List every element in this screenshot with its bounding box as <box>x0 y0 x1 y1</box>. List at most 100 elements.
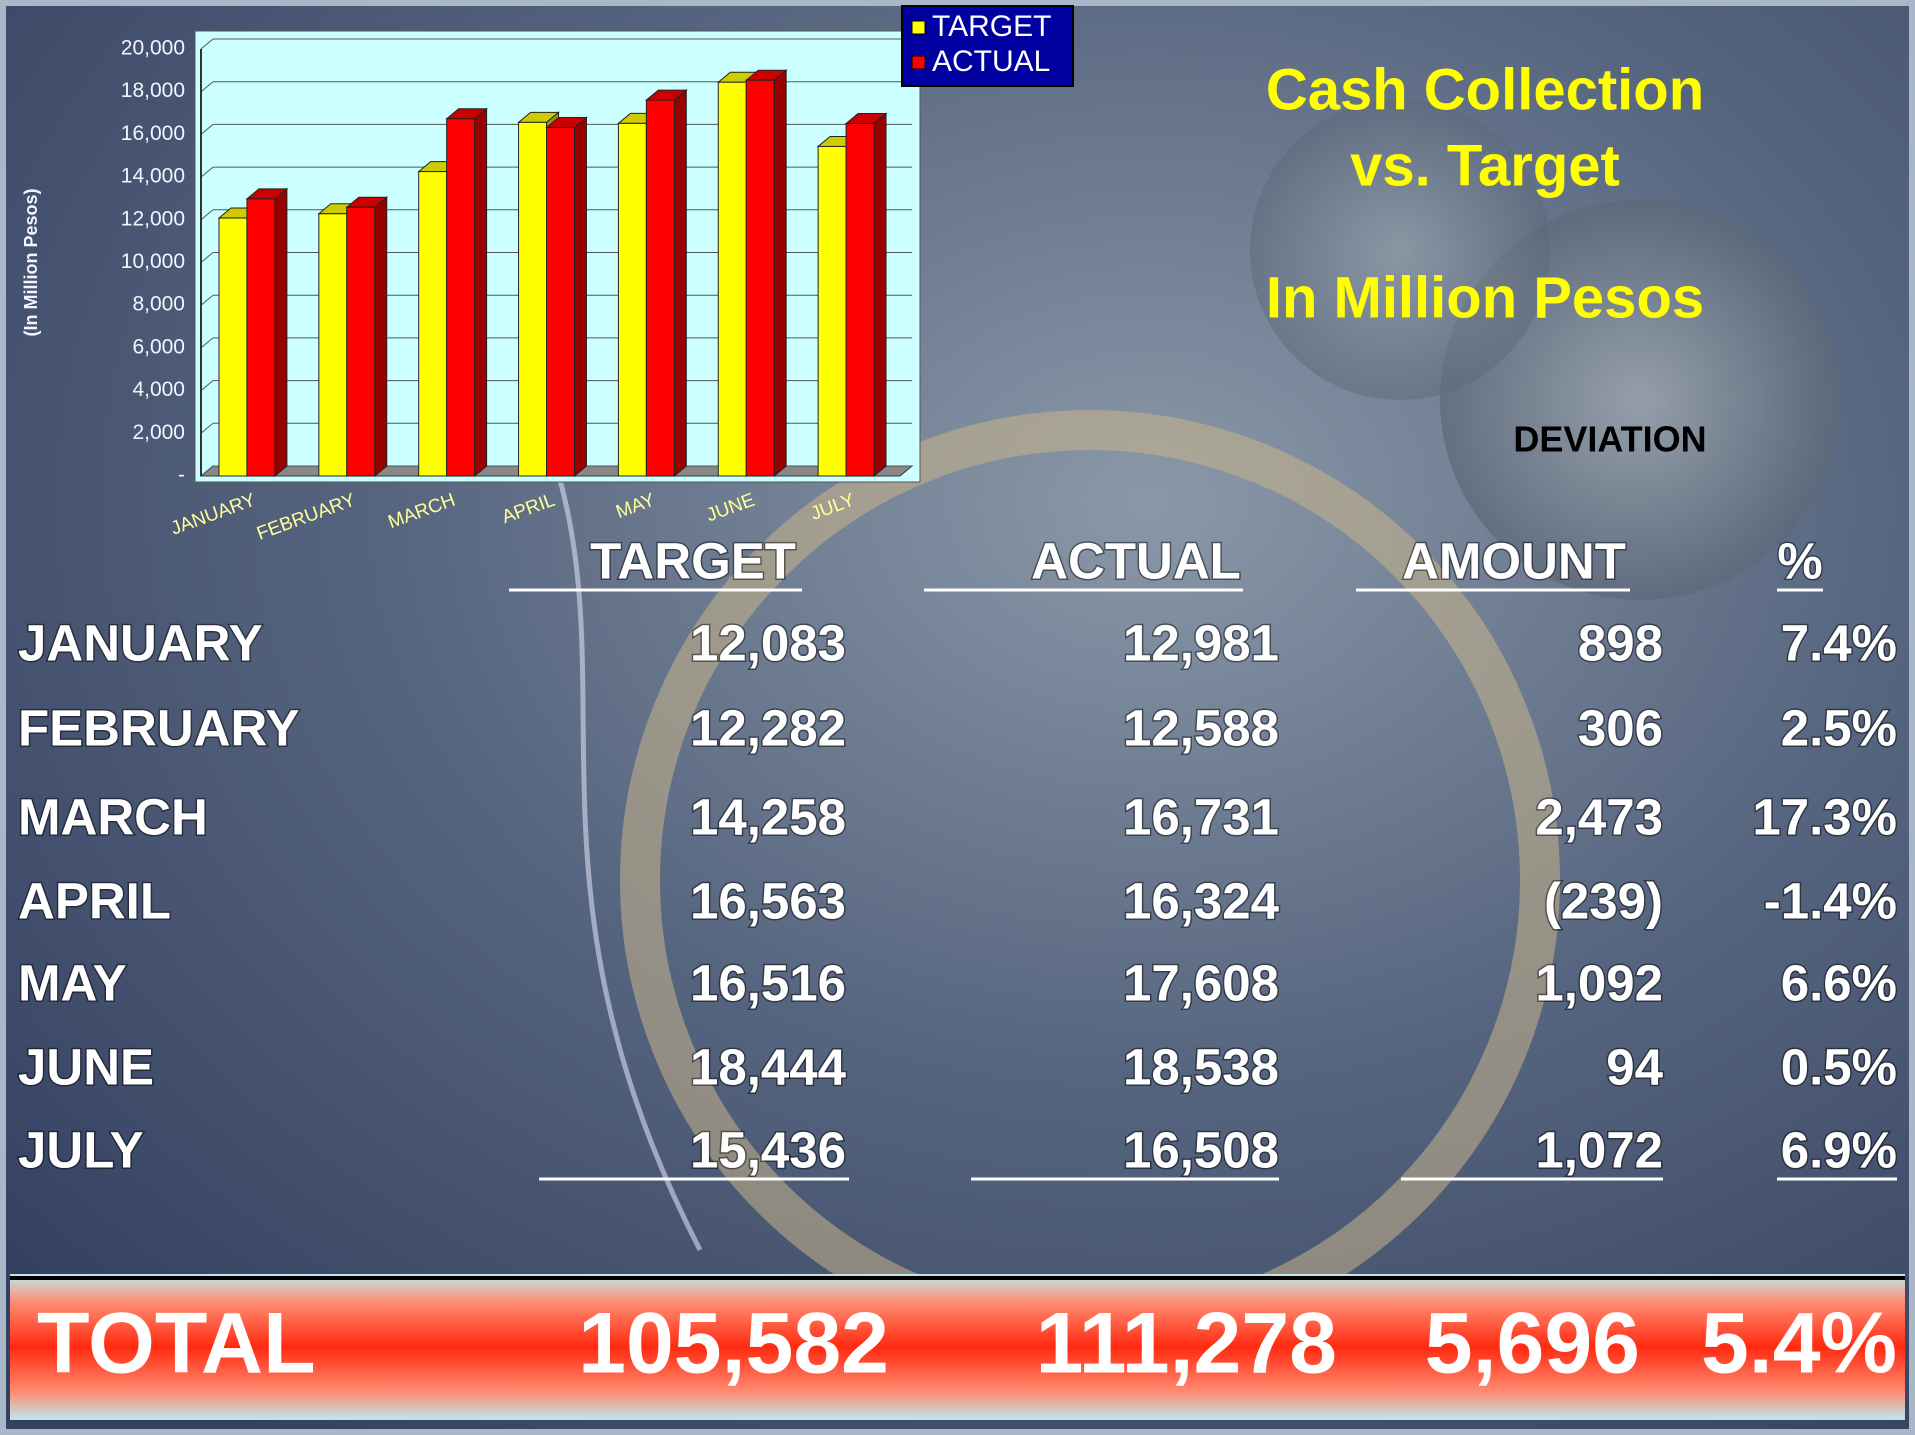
grid-line-side <box>200 294 214 306</box>
legend-box <box>901 5 1074 87</box>
slide-title: Cash Collection <box>1266 57 1704 122</box>
total-cell: 111,278 <box>1036 1296 1337 1392</box>
column-header: AMOUNT <box>1402 532 1626 589</box>
cell: 6.9% <box>1781 1121 1897 1178</box>
bar-front <box>218 217 248 477</box>
cell: 7.4% <box>1781 614 1897 671</box>
bar-front <box>518 121 548 477</box>
bar-side <box>573 116 587 478</box>
row-label: FEBRUARY <box>18 699 299 756</box>
bar <box>744 69 788 478</box>
legend-label: ACTUAL <box>932 45 1050 78</box>
legend-swatch <box>911 55 926 70</box>
cell: 6.6% <box>1781 954 1897 1011</box>
grid-line-side <box>200 166 214 178</box>
cell: 16,508 <box>1123 1121 1279 1178</box>
bar-front <box>645 99 675 477</box>
cell: 17,608 <box>1123 954 1279 1011</box>
grid-line-side <box>200 465 214 477</box>
grid-line-side <box>200 38 214 50</box>
legend-swatch <box>911 20 926 35</box>
y-tick-label: 4,000 <box>132 378 185 401</box>
cell: 12,282 <box>690 699 846 756</box>
bar <box>545 116 588 478</box>
row-label: JANUARY <box>18 614 263 671</box>
cell: 18,538 <box>1123 1038 1279 1095</box>
column-header: ACTUAL <box>1031 532 1241 589</box>
bar-side <box>673 89 687 478</box>
bar-front <box>817 145 847 477</box>
bar-front <box>346 206 376 477</box>
cell: 2.5% <box>1781 699 1897 756</box>
y-tick-label: - <box>178 464 185 487</box>
y-tick-label: 6,000 <box>132 335 185 358</box>
row-label: JULY <box>18 1121 144 1178</box>
cell: 15,436 <box>690 1121 846 1178</box>
y-tick-label: 20,000 <box>121 37 185 60</box>
cell: 898 <box>1578 614 1663 671</box>
cell: 16,516 <box>690 954 846 1011</box>
bar-side <box>773 69 787 478</box>
bar <box>844 112 888 478</box>
cell: 94 <box>1606 1038 1663 1095</box>
y-tick-label: 10,000 <box>121 250 185 273</box>
total-cell: 105,582 <box>578 1296 889 1392</box>
bar-front <box>446 118 476 477</box>
grid-line-side <box>200 337 214 349</box>
bar-side <box>873 112 887 478</box>
y-tick-label: 12,000 <box>121 207 185 230</box>
slide-title: In Million Pesos <box>1266 265 1704 330</box>
y-tick-label: 16,000 <box>121 122 185 145</box>
bar <box>345 196 389 478</box>
cell: 1,092 <box>1535 954 1663 1011</box>
grid-line-side <box>200 124 214 135</box>
bar-front <box>717 81 747 477</box>
bar-front <box>246 198 276 477</box>
total-cell: 5,696 <box>1425 1296 1640 1392</box>
legend-label: TARGET <box>932 10 1051 43</box>
row-label: JUNE <box>18 1038 154 1095</box>
total-band <box>10 1274 1905 1420</box>
cell: 14,258 <box>690 788 846 845</box>
grid-line-side <box>200 422 214 434</box>
cell: 306 <box>1578 699 1663 756</box>
bar <box>245 187 289 478</box>
slide-title: vs. Target <box>1350 133 1620 198</box>
y-tick-label: 14,000 <box>121 165 185 188</box>
cell: 12,083 <box>690 614 846 671</box>
bar-front <box>845 123 875 477</box>
row-label: APRIL <box>18 872 171 929</box>
cell: 0.5% <box>1781 1038 1897 1095</box>
grid-line-side <box>200 209 214 221</box>
total-cell: 5.4% <box>1701 1296 1897 1392</box>
row-label: MAY <box>18 954 127 1011</box>
bar <box>644 89 688 478</box>
y-tick-label: 2,000 <box>132 421 185 444</box>
cell: (239) <box>1544 872 1663 929</box>
grid-line-side <box>200 380 214 391</box>
y-axis-label: (In Million Pesos) <box>21 188 41 336</box>
bar-front <box>617 122 647 477</box>
lightning <box>557 479 703 1252</box>
bar-front <box>318 213 348 477</box>
grid-line-side <box>200 81 214 93</box>
cell: 18,444 <box>690 1038 847 1095</box>
bar-side <box>374 196 388 478</box>
cell: 17.3% <box>1752 788 1897 845</box>
bar-side <box>274 187 288 478</box>
column-header: % <box>1777 532 1822 589</box>
cell: -1.4% <box>1764 872 1897 929</box>
grid-line-side <box>200 252 214 263</box>
y-tick-label: 8,000 <box>132 293 185 316</box>
deviation-header: DEVIATION <box>1513 419 1706 460</box>
cell: 16,563 <box>690 872 846 929</box>
coin <box>1250 100 1550 400</box>
cell: 1,072 <box>1535 1121 1663 1178</box>
bar-front <box>418 171 448 477</box>
total-label: TOTAL <box>37 1296 316 1392</box>
bar-front <box>745 79 775 477</box>
bar-front <box>546 126 575 477</box>
